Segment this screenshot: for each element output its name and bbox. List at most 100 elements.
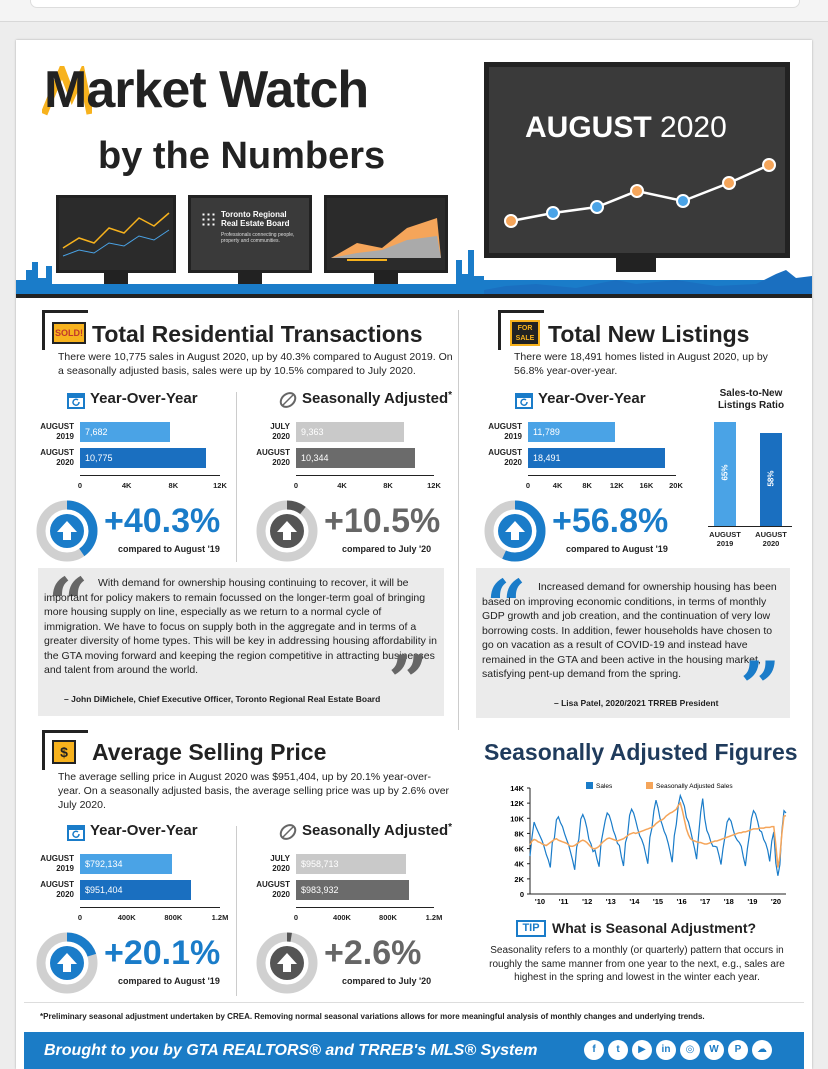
youtube-icon[interactable]: ▶ — [632, 1040, 652, 1060]
sales-series-line — [529, 793, 787, 876]
legend-swatch — [646, 782, 653, 789]
x-tick-label: 8K — [168, 481, 179, 490]
board-dots-icon — [201, 212, 217, 228]
percent-change: +20.1% — [104, 934, 221, 972]
report-month-label: AUGUST — [525, 111, 652, 144]
ratio-x-label: AUGUST 2019 — [704, 530, 746, 548]
instagram-icon[interactable]: ◎ — [680, 1040, 700, 1060]
bar-row-label-line2: 2019 — [504, 432, 522, 441]
pinterest-icon[interactable]: P — [728, 1040, 748, 1060]
bar-row-label: AUGUST 2020 — [28, 880, 74, 900]
infographic-page: Market Watch by the Numbers Toronto Regi… — [16, 40, 812, 1069]
price-heading: Average Selling Price — [92, 739, 327, 765]
sign-post — [42, 310, 88, 350]
x-tick-label: 1.2M — [211, 913, 229, 922]
x-tick-label: '20 — [771, 897, 781, 906]
ratio-x-label-line2: 2020 — [762, 539, 780, 548]
ratio-x-label-line1: AUGUST — [755, 530, 787, 539]
sign-post — [498, 310, 544, 350]
x-tick-label: 0 — [525, 481, 531, 490]
asterisk: * — [448, 390, 453, 401]
linkedin-icon[interactable]: in — [656, 1040, 676, 1060]
bar-widget-heading: Seasonally Adjusted* — [302, 390, 453, 407]
percent-compared-label: compared to August '19 — [566, 544, 668, 554]
logo-m-icon — [42, 66, 92, 116]
tip-heading: What is Seasonal Adjustment? — [552, 920, 757, 936]
y-tick-label: 2K — [514, 875, 524, 884]
bar: 10,344 — [296, 448, 415, 468]
quote-text: With demand for ownership housing contin… — [44, 577, 437, 676]
percent-compared-label: compared to July '20 — [342, 544, 432, 554]
x-tick-label: '10 — [535, 897, 545, 906]
ratio-bar: 65% — [714, 422, 736, 526]
trend-line-graphic — [504, 158, 776, 228]
bar: 7,682 — [80, 422, 170, 442]
percent-compared-label: compared to August '19 — [118, 544, 220, 554]
x-tick-label: 20K — [669, 481, 683, 490]
bar-row-label-line2: 2020 — [56, 458, 74, 467]
x-tick-label: '19 — [747, 897, 757, 906]
x-tick-label: 0 — [77, 913, 83, 922]
ratio-value: 58% — [766, 470, 776, 487]
report-year-label: 2020 — [660, 111, 727, 144]
bar: 11,789 — [528, 422, 616, 442]
city-skyline-graphic — [16, 250, 812, 298]
browser-top-bar — [0, 0, 828, 22]
percent-donut — [256, 500, 318, 562]
percent-change: +10.5% — [324, 502, 441, 540]
bar-row-label-line1: AUGUST — [488, 448, 522, 457]
x-tick-label: '16 — [677, 897, 687, 906]
tip-badge: TIP — [516, 920, 546, 937]
footer-bar: Brought to you by GTA REALTORS® and TRRE… — [24, 1032, 804, 1069]
bar-row-label: AUGUST 2020 — [476, 448, 522, 468]
percent-compared-label: compared to August '19 — [118, 976, 220, 986]
x-tick-label: 4K — [337, 481, 347, 490]
bar-row-label: AUGUST 2020 — [244, 880, 290, 900]
x-tick-label: 800K — [164, 913, 183, 922]
divider — [24, 1002, 804, 1003]
percent-compared-label: compared to July '20 — [342, 976, 432, 986]
y-tick-label: 12K — [510, 799, 524, 808]
bar-row-label: AUGUST 2019 — [28, 422, 74, 442]
sold-sign-icon: SOLD! — [52, 322, 86, 344]
quote-text: Increased demand for ownership housing h… — [482, 581, 777, 680]
dollar-sign-icon: $ — [52, 740, 76, 764]
divider — [236, 826, 237, 996]
bar: $958,713 — [296, 854, 407, 874]
soundcloud-icon[interactable]: ☁ — [752, 1040, 772, 1060]
wordpress-icon[interactable]: W — [704, 1040, 724, 1060]
twitter-icon[interactable]: t — [608, 1040, 628, 1060]
facebook-icon[interactable]: f — [584, 1040, 604, 1060]
x-tick-label: 8K — [582, 481, 592, 490]
sa-line-chart: 0 2K 4K 6K 8K 10K 12K 14K '10 '11 '12 '13 '14 '15 '16 '… — [510, 782, 787, 906]
monitor-stand — [104, 273, 128, 285]
legend-label: Sales — [596, 783, 613, 790]
listings-heading: Total New Listings — [548, 321, 750, 347]
address-bar[interactable] — [30, 0, 800, 8]
open-quote-icon: “ — [48, 562, 89, 645]
x-axis-line — [80, 475, 220, 476]
percent-donut — [36, 932, 98, 994]
x-tick-label: 0 — [293, 481, 299, 490]
calendar-icon — [514, 390, 534, 410]
bar-row-label-line1: JULY — [270, 854, 290, 863]
bar-row-label-line2: 2020 — [272, 458, 290, 467]
x-tick-label: '18 — [724, 897, 734, 906]
bar-row-label-line2: 2020 — [56, 890, 74, 899]
board-name: Toronto Regional Real Estate Board — [221, 210, 289, 228]
x-tick-label: '17 — [700, 897, 710, 906]
bar-widget-heading: Year-Over-Year — [90, 822, 198, 839]
y-tick-label: 0 — [520, 890, 524, 899]
page-subtitle: by the Numbers — [98, 135, 386, 177]
bar-row-label-line2: 2020 — [272, 432, 290, 441]
board-name-line2: Real Estate Board — [221, 219, 290, 228]
bar-widget-heading: Seasonally Adjusted* — [302, 822, 453, 839]
monitor-stand — [238, 273, 262, 285]
bar-widget: Seasonally Adjusted* JULY 2020 9,363 AUGUST 2… — [244, 388, 452, 562]
x-tick-label: 800K — [379, 913, 397, 922]
x-tick-label: '15 — [653, 897, 663, 906]
bar-row-label-line2: 2020 — [272, 890, 290, 899]
bar-widget: Year-Over-Year AUGUST 2019 11,789 AUGUST 2020… — [476, 388, 686, 562]
bar-row-label-line1: AUGUST — [40, 448, 74, 457]
monitor-chart-2 — [324, 195, 448, 273]
